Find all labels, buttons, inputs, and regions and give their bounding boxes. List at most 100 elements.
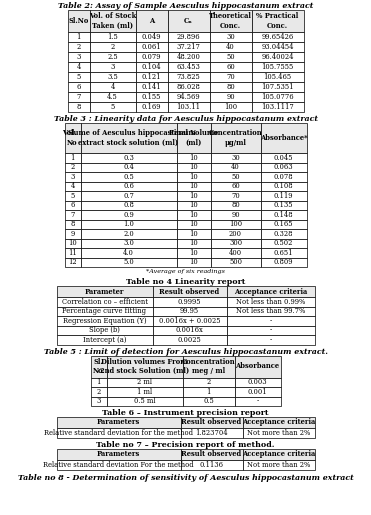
- Bar: [177, 191, 210, 200]
- Bar: [177, 258, 210, 267]
- Text: Percentage curve fitting: Percentage curve fitting: [62, 307, 147, 315]
- Bar: [152, 306, 227, 316]
- Text: 10: 10: [189, 220, 198, 228]
- Text: 94.569: 94.569: [177, 93, 200, 101]
- Text: 0.9: 0.9: [123, 211, 134, 219]
- Text: 10: 10: [189, 249, 198, 257]
- Text: 40: 40: [231, 163, 240, 171]
- Text: Result observed: Result observed: [181, 419, 242, 426]
- Bar: [135, 52, 167, 62]
- Text: 9: 9: [70, 230, 75, 238]
- Text: 2 ml: 2 ml: [137, 378, 152, 386]
- Bar: [152, 297, 227, 306]
- Text: Table 3 : Linearity data for Aesculus hippocastanum extract: Table 3 : Linearity data for Aesculus hi…: [53, 115, 318, 123]
- Text: 1: 1: [70, 154, 75, 162]
- Bar: [234, 397, 280, 406]
- Text: Slope (b): Slope (b): [89, 326, 120, 334]
- Text: Not less than 0.99%: Not less than 0.99%: [236, 298, 305, 306]
- Text: 3: 3: [110, 63, 115, 71]
- Text: Parameters: Parameters: [97, 451, 140, 458]
- Bar: [56, 297, 152, 306]
- Text: 60: 60: [231, 182, 240, 190]
- Text: Parameters: Parameters: [97, 419, 140, 426]
- Text: 1: 1: [76, 33, 81, 41]
- Bar: [210, 10, 252, 32]
- Text: 5: 5: [76, 73, 81, 81]
- Bar: [252, 82, 303, 92]
- Text: 0.121: 0.121: [142, 73, 161, 81]
- Bar: [65, 219, 81, 229]
- Text: 73.825: 73.825: [177, 73, 200, 81]
- Bar: [68, 72, 89, 82]
- Bar: [81, 229, 177, 238]
- Text: 6: 6: [70, 201, 75, 209]
- Text: 8: 8: [70, 220, 75, 228]
- Text: 96.40024: 96.40024: [261, 53, 294, 61]
- Text: Theoretical
Conc.: Theoretical Conc.: [209, 12, 252, 29]
- Text: 10: 10: [189, 239, 198, 247]
- Bar: [89, 72, 135, 82]
- Bar: [65, 258, 81, 267]
- Bar: [260, 258, 306, 267]
- Text: Acceptance criteria: Acceptance criteria: [242, 419, 315, 426]
- Bar: [210, 123, 260, 153]
- Bar: [65, 210, 81, 219]
- Bar: [227, 297, 315, 306]
- Text: Relative standard deviation for the method: Relative standard deviation for the meth…: [44, 429, 193, 437]
- Text: 12: 12: [68, 258, 77, 266]
- Text: 7: 7: [76, 93, 81, 101]
- Bar: [260, 219, 306, 229]
- Text: -: -: [256, 397, 259, 405]
- Bar: [68, 42, 89, 52]
- Text: 0.141: 0.141: [142, 83, 161, 91]
- Bar: [65, 181, 81, 191]
- Bar: [210, 102, 252, 112]
- Bar: [91, 397, 106, 406]
- Text: 60: 60: [226, 63, 235, 71]
- Text: -: -: [269, 326, 272, 334]
- Bar: [234, 387, 280, 397]
- Text: Sl.
No: Sl. No: [67, 129, 78, 147]
- Bar: [106, 355, 183, 377]
- Text: 0.0016x + 0.0025: 0.0016x + 0.0025: [159, 317, 220, 325]
- Bar: [68, 62, 89, 72]
- Bar: [252, 102, 303, 112]
- Bar: [89, 102, 135, 112]
- Bar: [89, 82, 135, 92]
- Text: 10: 10: [68, 239, 77, 247]
- Text: 50: 50: [231, 173, 240, 181]
- Text: 0.003: 0.003: [248, 378, 267, 386]
- Bar: [65, 172, 81, 181]
- Text: 10: 10: [189, 201, 198, 209]
- Bar: [56, 286, 152, 297]
- Bar: [56, 325, 152, 335]
- Text: Correlation co – efficient: Correlation co – efficient: [62, 298, 148, 306]
- Bar: [260, 210, 306, 219]
- Text: 1: 1: [96, 378, 101, 386]
- Bar: [177, 210, 210, 219]
- Bar: [91, 377, 106, 387]
- Bar: [81, 163, 177, 172]
- Bar: [183, 387, 234, 397]
- Text: Absorbance*: Absorbance*: [260, 134, 307, 142]
- Text: 103.11: 103.11: [177, 103, 200, 111]
- Text: Result observed: Result observed: [181, 451, 242, 458]
- Text: Sl.
No: Sl. No: [93, 358, 104, 375]
- Text: 0.155: 0.155: [142, 93, 161, 101]
- Bar: [252, 72, 303, 82]
- Text: 5: 5: [70, 192, 75, 200]
- Bar: [68, 82, 89, 92]
- Text: 90: 90: [226, 93, 235, 101]
- Text: 105.0776: 105.0776: [261, 93, 294, 101]
- Text: 107.5351: 107.5351: [261, 83, 294, 91]
- Text: 3: 3: [76, 53, 81, 61]
- Text: Sl.No: Sl.No: [68, 17, 89, 25]
- Bar: [89, 92, 135, 102]
- Text: Table no 4 Linearity report: Table no 4 Linearity report: [126, 278, 245, 286]
- Text: 10: 10: [189, 163, 198, 171]
- Bar: [89, 32, 135, 42]
- Text: 1 ml: 1 ml: [137, 388, 152, 396]
- Text: 30: 30: [226, 33, 235, 41]
- Bar: [167, 72, 210, 82]
- Text: Concentration
μg/ml: Concentration μg/ml: [209, 129, 262, 147]
